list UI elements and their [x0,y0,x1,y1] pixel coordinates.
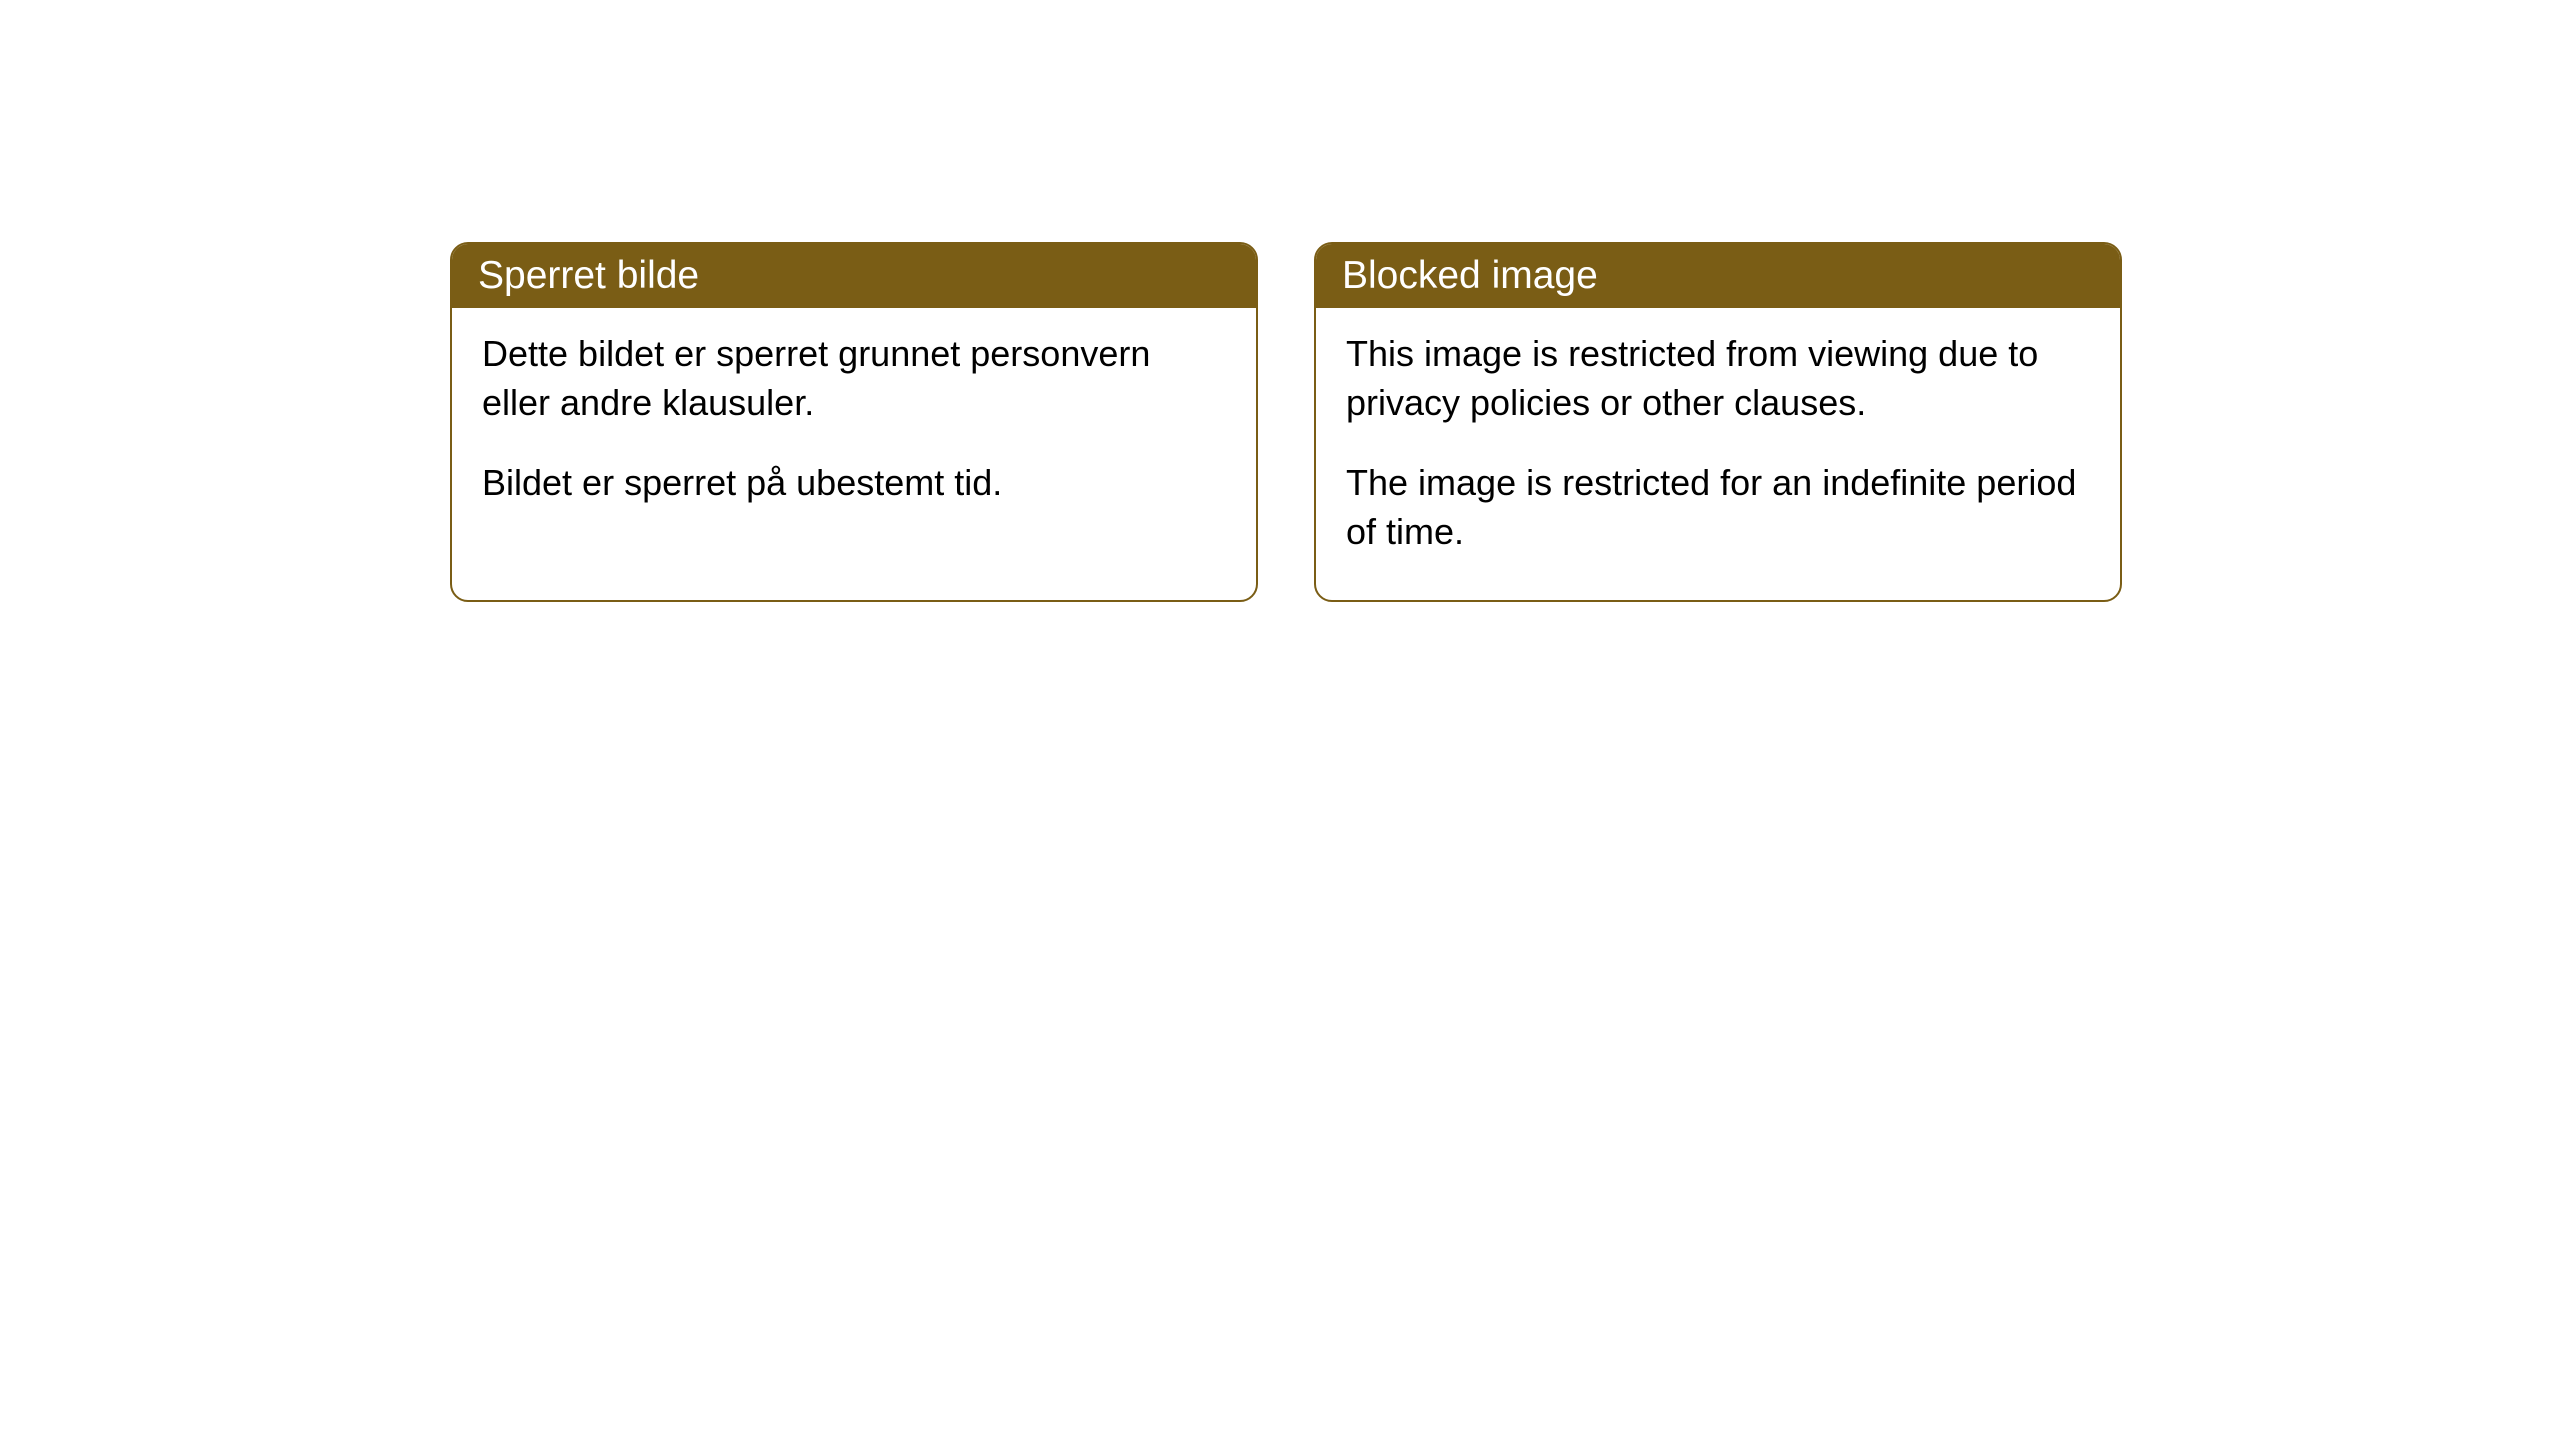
card-paragraph: This image is restricted from viewing du… [1346,330,2090,427]
notice-card-english: Blocked image This image is restricted f… [1314,242,2122,602]
card-title: Blocked image [1342,254,1598,297]
card-body: This image is restricted from viewing du… [1316,308,2120,600]
card-header: Blocked image [1316,244,2120,308]
notice-card-norwegian: Sperret bilde Dette bildet er sperret gr… [450,242,1258,602]
card-paragraph: The image is restricted for an indefinit… [1346,459,2090,556]
card-paragraph: Dette bildet er sperret grunnet personve… [482,330,1226,427]
card-paragraph: Bildet er sperret på ubestemt tid. [482,459,1226,508]
notice-container: Sperret bilde Dette bildet er sperret gr… [0,0,2560,602]
card-title: Sperret bilde [478,254,699,297]
card-body: Dette bildet er sperret grunnet personve… [452,308,1256,552]
card-header: Sperret bilde [452,244,1256,308]
